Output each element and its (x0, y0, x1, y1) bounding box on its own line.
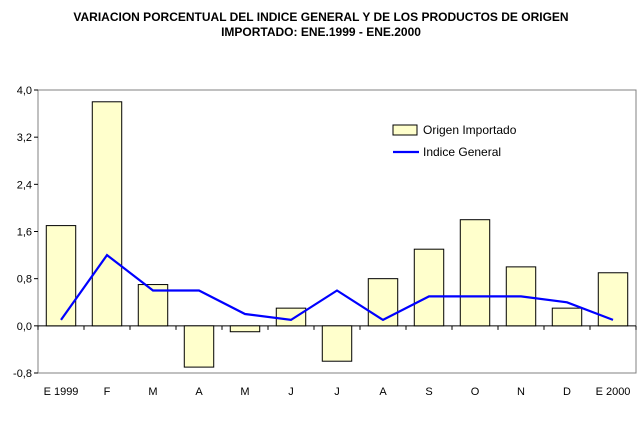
legend-label: Origen Importado (423, 123, 517, 137)
y-tick-label: -0,8 (13, 368, 32, 380)
chart-title-line-2: IMPORTADO: ENE.1999 - ENE.2000 (221, 25, 421, 39)
bar (183, 325, 215, 368)
y-tick-label: 0,0 (17, 321, 32, 333)
y-tick-label: 4,0 (17, 85, 32, 97)
bar (597, 272, 629, 327)
x-tick-label: A (195, 386, 203, 398)
x-tick-label: F (104, 386, 111, 398)
bar (459, 219, 491, 327)
bar (321, 325, 353, 362)
y-tick-label: 2,4 (17, 179, 32, 191)
bar (45, 225, 77, 327)
legend: Origen Importado Indice General (392, 123, 517, 159)
x-tick-label: O (471, 386, 480, 398)
x-tick-label: S (425, 386, 432, 398)
x-tick-label: E 2000 (596, 386, 631, 398)
x-tick-label: J (288, 386, 294, 398)
y-tick-label: 0,8 (17, 274, 32, 286)
bar (413, 248, 445, 327)
legend-label: Indice General (423, 145, 501, 159)
x-tick-label: D (563, 386, 571, 398)
x-tick-label: N (517, 386, 525, 398)
x-tick-label: M (148, 386, 157, 398)
bar (551, 307, 583, 327)
bar (275, 307, 307, 327)
x-tick-label: E 1999 (44, 386, 79, 398)
x-tick-label: J (334, 386, 340, 398)
y-tick-label: 1,6 (17, 227, 32, 239)
chart-title-line-1: VARIACION PORCENTUAL DEL INDICE GENERAL … (73, 10, 569, 24)
legend-swatch-bar (392, 124, 418, 136)
tick-labels: 4,0 3,2 2,4 1,6 0,8 0,0 -0,8 E 1999 F M A M J J A S O N D E… (13, 85, 630, 398)
x-tick-label: A (379, 386, 387, 398)
series-line (60, 253, 614, 322)
bar (229, 325, 261, 333)
x-tick-label: M (240, 386, 249, 398)
bar (91, 101, 123, 327)
line-series (60, 253, 614, 322)
bar-series (45, 101, 629, 368)
y-tick-label: 3,2 (17, 132, 32, 144)
bar (367, 278, 399, 327)
